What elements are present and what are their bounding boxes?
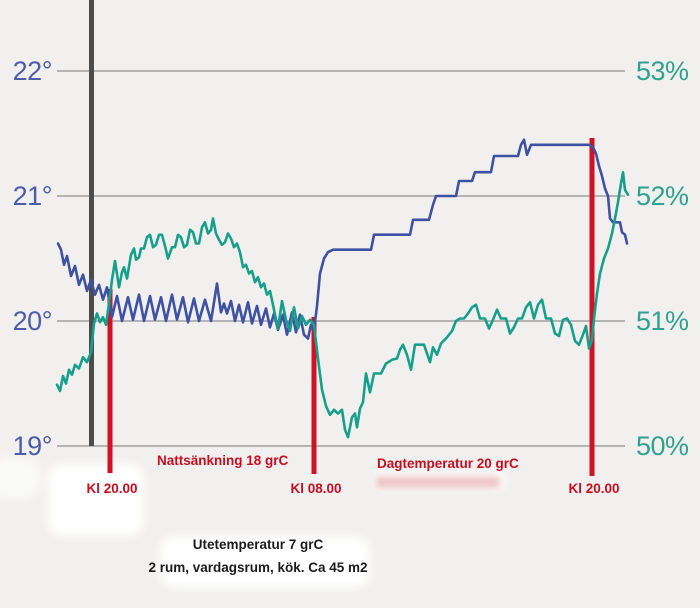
left-axis-tick-22°: 22°: [12, 56, 53, 86]
annotation-night-setback: Nattsänkning 18 grC: [157, 453, 289, 468]
annotation-day-temperature: Dagtemperatur 20 grC: [377, 456, 519, 471]
right-axis-tick-50%: 50%: [636, 431, 689, 461]
right-axis-tick-51%: 51%: [636, 306, 689, 336]
right-axis-tick-52%: 52%: [636, 181, 689, 211]
caption-apartment-info: 2 rum, vardagsrum, kök. Ca 45 m2: [148, 560, 368, 575]
data-series: [55, 138, 630, 439]
right-axis-tick-53%: 53%: [636, 56, 689, 86]
redacted-text-smudge: [376, 476, 500, 488]
relative-humidity-line: [55, 171, 630, 439]
left-axis-tick-20°: 20°: [12, 306, 53, 336]
left-axis-tick-19°: 19°: [12, 431, 53, 461]
time-marker-label-2: Kl 20.00: [568, 481, 620, 496]
time-marker-label-0: Kl 20.00: [86, 481, 138, 496]
left-axis-tick-21°: 21°: [12, 181, 53, 211]
white-artifact-patch: [160, 536, 370, 588]
white-artifact-patch: [374, 472, 506, 490]
caption-outdoor-temperature: Utetemperatur 7 grC: [192, 537, 324, 552]
time-marker-lines: [107, 138, 595, 476]
time-marker-label-1: Kl 08.00: [290, 481, 342, 496]
indoor-temperature-line: [56, 138, 629, 340]
gridlines: [57, 70, 625, 447]
caption: Utetemperatur 7 grC 2 rum, vardagsrum, k…: [58, 537, 458, 583]
white-artifact-patch: [0, 458, 40, 498]
white-artifact-patch: [48, 464, 144, 536]
